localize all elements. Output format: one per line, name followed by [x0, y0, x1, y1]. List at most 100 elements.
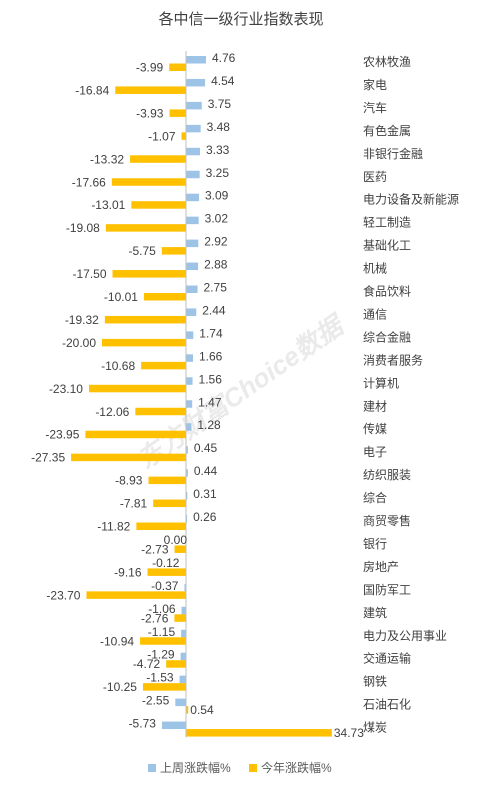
bar-weekly: [186, 193, 199, 202]
data-label-ytd: -11.82: [97, 520, 130, 534]
data-label-ytd: -12.06: [95, 405, 129, 419]
bar-weekly: [186, 354, 193, 362]
category-label: 有色金属: [363, 123, 411, 138]
bar-weekly: [181, 606, 186, 615]
bar-ytd: [136, 522, 186, 530]
bar-weekly: [186, 170, 200, 179]
bar-ytd: [186, 729, 332, 737]
legend-swatch-ytd: [249, 764, 257, 772]
data-label-ytd: -23.70: [46, 588, 80, 602]
category-label: 传媒: [363, 421, 387, 436]
category-label: 纺织服装: [363, 468, 411, 482]
data-label-weekly: 3.33: [206, 143, 230, 157]
bar-ytd: [141, 361, 186, 370]
labels-group: 4.76 -3.99 农林牧渔 4.54 -16.84 家电 3.75 -3.93 汽车 3.48…: [31, 51, 459, 740]
data-label-ytd: 0.54: [190, 703, 214, 717]
bar-weekly: [186, 331, 194, 339]
data-label-ytd: -10.01: [104, 290, 138, 304]
bar-ytd: [153, 499, 186, 508]
category-label: 国防军工: [363, 582, 411, 597]
data-label-ytd: -2.76: [141, 611, 169, 625]
legend: 上周涨跌幅% 今年涨跌幅%: [148, 760, 332, 775]
category-label: 银行: [363, 537, 387, 551]
bar-ytd: [131, 201, 186, 209]
data-label-weekly: 4.76: [212, 51, 236, 65]
data-label-ytd: -7.81: [120, 497, 148, 511]
bar-ytd: [71, 453, 186, 462]
category-label: 机械: [363, 261, 387, 276]
bar-ytd: [169, 63, 186, 71]
bar-ytd: [140, 637, 186, 645]
category-label: 非银行金融: [363, 146, 423, 161]
bar-weekly: [186, 239, 199, 248]
bar-ytd: [105, 224, 186, 232]
data-label-ytd: -3.99: [136, 61, 164, 75]
data-label-weekly: -0.37: [151, 579, 179, 593]
bar-ytd: [148, 476, 186, 485]
data-label-ytd: -1.07: [148, 129, 176, 143]
bar-ytd: [135, 407, 186, 416]
data-label-weekly: -5.73: [129, 717, 157, 731]
data-label-weekly: 2.44: [202, 303, 226, 317]
data-label-ytd: -16.84: [75, 83, 109, 97]
bar-ytd: [174, 545, 186, 553]
data-label-weekly: 1.47: [198, 395, 222, 409]
bar-ytd: [102, 338, 186, 347]
bar-weekly: [180, 652, 186, 661]
bar-ytd: [161, 247, 186, 255]
legend-label-ytd: 今年涨跌幅%: [261, 760, 332, 775]
category-label: 电力及公用事业: [363, 629, 447, 643]
data-label-weekly: -1.53: [146, 671, 174, 685]
bar-weekly: [186, 78, 206, 87]
category-label: 商贸零售: [363, 513, 411, 528]
category-label: 食品饮料: [363, 284, 411, 299]
data-label-ytd: -23.95: [45, 428, 79, 442]
bar-weekly: [181, 629, 186, 638]
data-label-weekly: 0.45: [194, 441, 218, 455]
bars-group: [71, 56, 332, 737]
data-label-ytd: -23.10: [49, 382, 83, 396]
bar-weekly: [186, 308, 197, 316]
data-label-weekly: 4.54: [211, 74, 235, 88]
legend-label-weekly: 上周涨跌幅%: [160, 760, 231, 775]
bar-ytd: [112, 270, 186, 278]
category-label: 医药: [363, 170, 387, 184]
bar-weekly: [186, 377, 193, 385]
bar-ytd: [88, 384, 186, 393]
data-label-weekly: 1.66: [199, 349, 223, 363]
bar-weekly: [186, 56, 206, 64]
category-label: 建筑: [363, 605, 387, 620]
data-label-weekly: -1.15: [148, 625, 176, 639]
data-label-ytd: -3.93: [136, 106, 164, 120]
data-label-ytd: -27.35: [31, 451, 65, 465]
data-label-weekly: 1.74: [199, 326, 223, 340]
data-label-weekly: 0.00: [164, 533, 188, 547]
data-label-weekly: 0.31: [193, 487, 217, 501]
data-label-weekly: -0.12: [152, 556, 180, 570]
category-label: 建材: [363, 399, 387, 413]
bar-weekly: [186, 216, 199, 225]
bar-weekly: [186, 446, 188, 454]
category-label: 轻工制造: [363, 216, 411, 230]
bar-ytd: [143, 293, 186, 301]
bar-weekly: [186, 492, 188, 500]
data-label-ytd: -9.16: [114, 565, 142, 579]
data-label-weekly: 2.88: [204, 258, 228, 272]
category-label: 消费者服务: [363, 352, 423, 367]
bar-weekly: [186, 515, 188, 523]
category-label: 农林牧渔: [363, 55, 411, 69]
data-label-ytd: -5.75: [128, 244, 156, 258]
bar-weekly: [186, 124, 201, 133]
data-label-weekly: 3.25: [206, 166, 230, 180]
data-label-ytd: -17.50: [72, 267, 106, 281]
data-label-ytd: -19.08: [66, 221, 100, 235]
category-label: 基础化工: [363, 239, 411, 253]
legend-swatch-weekly: [148, 764, 156, 772]
data-label-ytd: -13.32: [90, 152, 124, 166]
bar-weekly: [186, 147, 200, 156]
bar-weekly: [186, 423, 192, 431]
data-label-ytd: -20.00: [62, 336, 96, 350]
category-label: 电力设备及新能源: [363, 192, 459, 207]
